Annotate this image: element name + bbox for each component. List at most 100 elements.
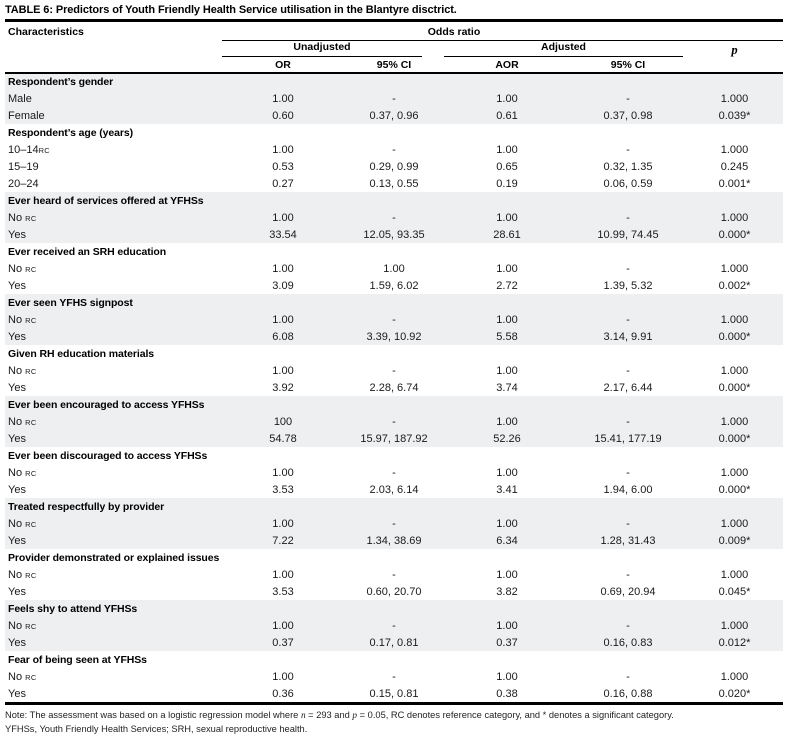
- footnote-text: = 293 and: [305, 710, 353, 720]
- cell-or: 54.78: [222, 430, 344, 447]
- cell-or: 1.00: [272, 143, 294, 156]
- cell-p: 1.000: [686, 617, 784, 634]
- table-row: No RC 1.00-1.00-1.000: [5, 209, 784, 226]
- cell-ci_a: 1.28, 31.43: [570, 532, 687, 549]
- row-label: No RC: [8, 568, 37, 581]
- section-title: Ever been encouraged to access YFHSs: [5, 396, 784, 413]
- cell-ci_a: -: [626, 670, 630, 683]
- cell-aor: 1.00: [444, 90, 570, 107]
- row-label: No RC: [5, 617, 222, 634]
- cell-ci_u: 0.60, 20.70: [366, 585, 422, 598]
- row-label: Yes: [8, 687, 26, 700]
- cell-ci_a: 3.14, 9.91: [570, 328, 687, 345]
- cell-ci_a: -: [570, 90, 687, 107]
- table-row: No RC 100-1.00-1.000: [5, 413, 784, 430]
- cell-or: 0.60: [222, 107, 344, 124]
- cell-ci_a: -: [626, 143, 630, 156]
- table-row: Yes 0.36 0.15, 0.81 0.38 0.16, 0.88 0.020*: [5, 685, 783, 702]
- section-title: Respondent’s gender: [5, 73, 784, 90]
- cell-p: 1.000: [720, 143, 749, 156]
- cell-ci_a: 1.94, 6.00: [603, 483, 653, 496]
- cell-ci_u: 2.28, 6.74: [369, 381, 419, 394]
- reference-category-marker: RC: [38, 145, 51, 155]
- section-title: Treated respectfully by provider: [5, 498, 784, 515]
- cell-ci_a: 0.16, 0.88: [603, 687, 653, 700]
- cell-ci_a: -: [570, 209, 687, 226]
- reference-category-marker: RC: [25, 315, 37, 325]
- cell-p: 1.000: [720, 364, 749, 377]
- reference-category-marker: RC: [25, 213, 37, 223]
- footnotes: Note: The assessment was based on a logi…: [5, 709, 783, 736]
- section-title: Feels shy to attend YFHSs: [5, 600, 784, 617]
- cell-p: 1.000: [686, 515, 784, 532]
- table-row: No RC 1.00-1.00-1.000: [5, 668, 783, 685]
- cell-ci_u: 0.15, 0.81: [369, 687, 419, 700]
- cell-p: 1.000: [720, 466, 749, 479]
- header-spacer: [686, 22, 784, 41]
- section-header-row: Provider demonstrated or explained issue…: [5, 549, 783, 566]
- footnote-model: Note: The assessment was based on a logi…: [5, 709, 783, 723]
- cell-aor: 5.58: [444, 328, 570, 345]
- table-row: Yes 3.09 1.59, 6.02 2.72 1.39, 5.32 0.002*: [5, 277, 783, 294]
- cell-ci_a: -: [570, 515, 687, 532]
- col-header-unadjusted-group: Unadjusted: [222, 40, 444, 57]
- cell-ci_a: -: [626, 466, 630, 479]
- cell-ci_u: 0.37, 0.96: [344, 107, 444, 124]
- cell-ci_a: -: [626, 568, 630, 581]
- cell-aor: 1.00: [496, 466, 518, 479]
- row-label: No RC: [5, 311, 222, 328]
- cell-ci_u: -: [344, 209, 444, 226]
- cell-ci_a: 10.99, 74.45: [570, 226, 687, 243]
- cell-ci_u: 1.59, 6.02: [369, 279, 419, 292]
- table-row: Yes 54.78 15.97, 187.92 52.26 15.41, 177.19 0…: [5, 430, 784, 447]
- cell-p: 0.002*: [718, 279, 751, 292]
- section-title: Respondent’s age (years): [8, 126, 133, 139]
- col-header-ci-unadjusted: 95% CI: [344, 57, 444, 74]
- table-title: TABLE 6: Predictors of Youth Friendly He…: [5, 0, 783, 22]
- cell-aor: 1.00: [496, 262, 518, 275]
- cell-or: 1.00: [272, 466, 294, 479]
- col-header-unadjusted: Unadjusted: [222, 41, 422, 57]
- row-label: Yes: [5, 634, 222, 651]
- col-header-p: p: [686, 40, 784, 74]
- cell-p: 1.000: [686, 413, 784, 430]
- cell-ci_a: -: [570, 617, 687, 634]
- cell-p: 0.012*: [686, 634, 784, 651]
- table-row: Yes 7.22 1.34, 38.69 6.34 1.28, 31.43 0.009*: [5, 532, 784, 549]
- cell-ci_a: 0.32, 1.35: [603, 160, 653, 173]
- section-header-row: Ever been discouraged to access YFHSs: [5, 447, 783, 464]
- section-title: Ever been discouraged to access YFHSs: [8, 449, 208, 462]
- cell-ci_u: -: [392, 568, 396, 581]
- cell-ci_u: 12.05, 93.35: [344, 226, 444, 243]
- reference-category-marker: RC: [25, 672, 37, 682]
- cell-aor: 1.00: [444, 617, 570, 634]
- cell-ci_a: 0.69, 20.94: [600, 585, 656, 598]
- cell-ci_a: 0.06, 0.59: [603, 177, 653, 190]
- cell-aor: 1.00: [496, 143, 518, 156]
- col-header-adjusted-group: Adjusted: [444, 40, 686, 57]
- cell-ci_u: -: [344, 515, 444, 532]
- row-label: No RC: [8, 364, 37, 377]
- cell-aor: 52.26: [444, 430, 570, 447]
- cell-or: 0.36: [272, 687, 294, 700]
- row-label: Yes: [8, 381, 26, 394]
- cell-or: 1.00: [272, 364, 294, 377]
- cell-ci_a: -: [570, 311, 687, 328]
- cell-aor: 1.00: [496, 568, 518, 581]
- cell-or: 1.00: [272, 262, 294, 275]
- section-header-row: Feels shy to attend YFHSs: [5, 600, 784, 617]
- cell-or: 0.27: [272, 177, 294, 190]
- col-header-ci-adjusted: 95% CI: [570, 57, 687, 74]
- row-label: No RC: [5, 413, 222, 430]
- row-label: Female: [5, 107, 222, 124]
- cell-or: 1.00: [272, 670, 294, 683]
- row-label: Yes: [5, 532, 222, 549]
- cell-or: 3.53: [272, 483, 294, 496]
- table-row: No RC 1.00-1.00-1.000: [5, 617, 784, 634]
- table-row: Male 1.00-1.00-1.000: [5, 90, 784, 107]
- cell-p: 1.000: [720, 262, 749, 275]
- cell-ci_a: -: [570, 413, 687, 430]
- footnote-italic-symbol: n: [300, 711, 306, 721]
- cell-aor: 0.65: [496, 160, 518, 173]
- cell-ci_u: 0.29, 0.99: [369, 160, 419, 173]
